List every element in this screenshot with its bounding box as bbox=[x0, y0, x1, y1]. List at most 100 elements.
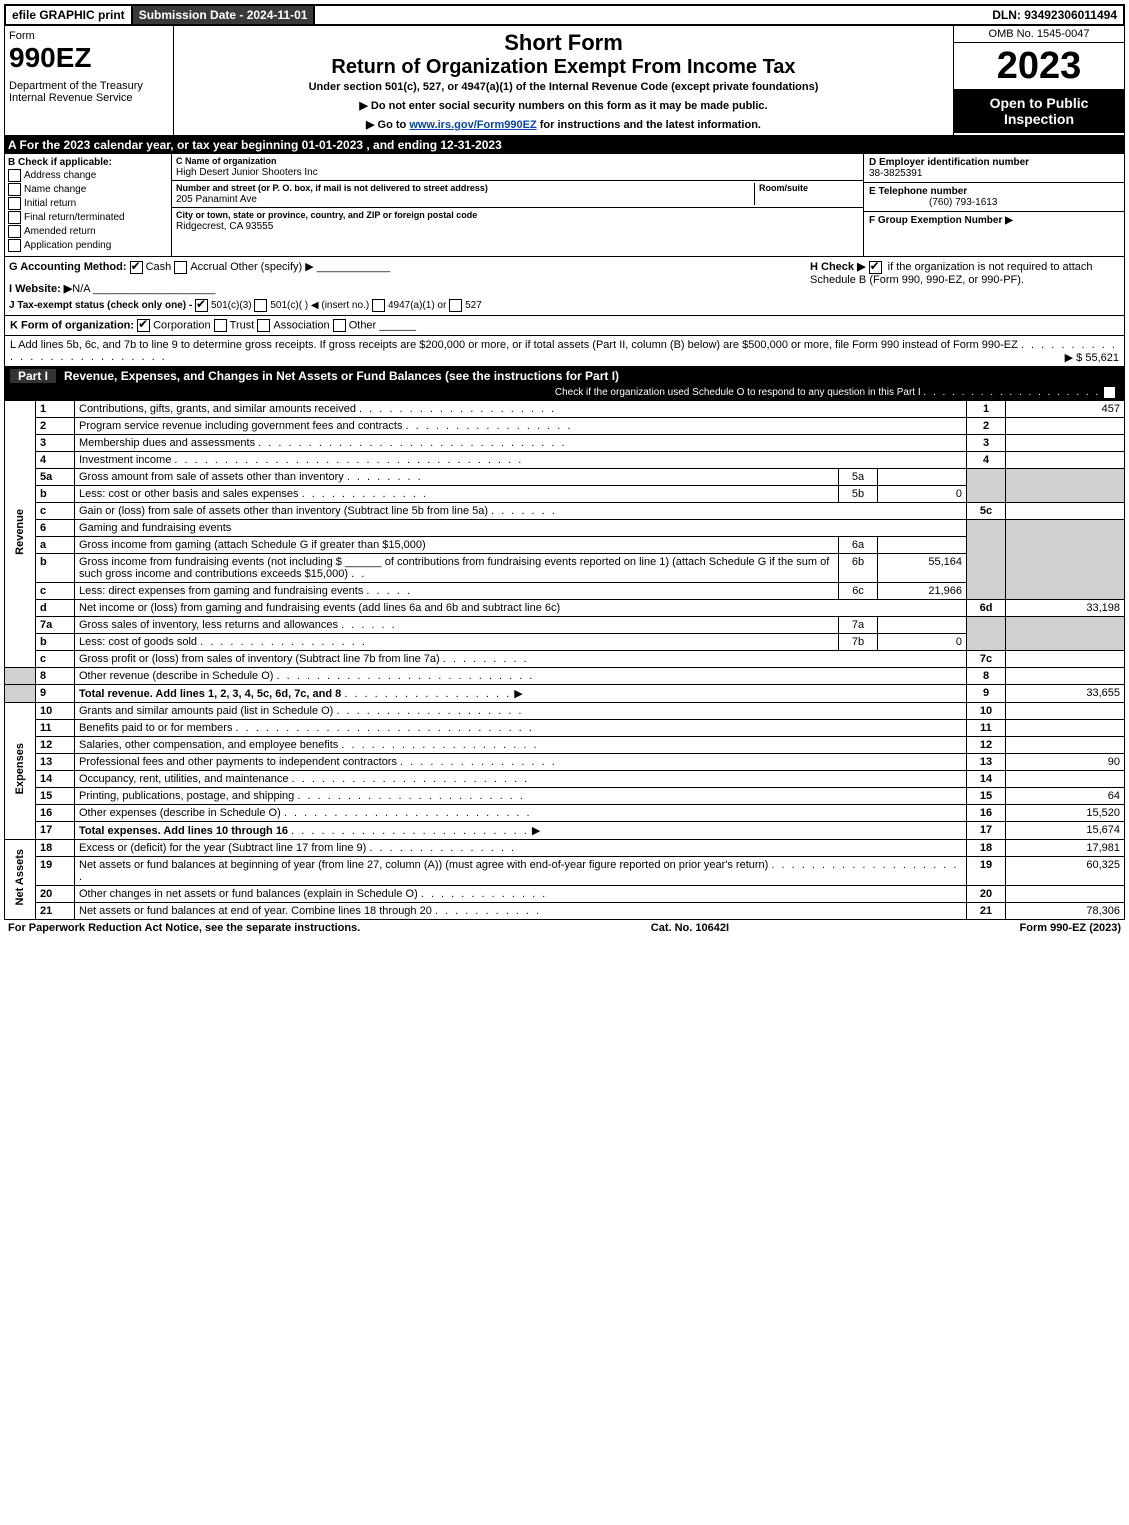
l7a-n: 7a bbox=[36, 616, 75, 633]
l7a-sv bbox=[878, 616, 967, 633]
l5c-bn: 5c bbox=[967, 502, 1006, 519]
l9-d: Total revenue. Add lines 1, 2, 3, 4, 5c,… bbox=[79, 688, 341, 700]
h-label: H Check ▶ bbox=[810, 261, 866, 273]
l18-d: Excess or (deficit) for the year (Subtra… bbox=[79, 842, 366, 854]
l7b-sn: 7b bbox=[839, 633, 878, 650]
chk-501c[interactable] bbox=[254, 299, 267, 312]
l10-v bbox=[1006, 702, 1125, 719]
section-c: C Name of organization High Desert Junio… bbox=[172, 154, 863, 256]
l12-v bbox=[1006, 736, 1125, 753]
chk-initial[interactable] bbox=[8, 197, 21, 210]
section-d: D Employer identification number38-38253… bbox=[863, 154, 1124, 256]
l6d-bn: 6d bbox=[967, 599, 1006, 616]
l4-n: 4 bbox=[36, 451, 75, 468]
chk-accrual[interactable] bbox=[174, 261, 187, 274]
b-header: B Check if applicable: bbox=[8, 157, 112, 168]
l18-bn: 18 bbox=[967, 839, 1006, 856]
l7c-n: c bbox=[36, 650, 75, 667]
l3-d: Membership dues and assessments bbox=[79, 437, 255, 449]
b2-post: for instructions and the latest informat… bbox=[537, 119, 761, 131]
l14-bn: 14 bbox=[967, 770, 1006, 787]
l1-bn: 1 bbox=[967, 400, 1006, 417]
header-left: Form 990EZ Department of the Treasury In… bbox=[5, 26, 174, 135]
l21-bn: 21 bbox=[967, 902, 1006, 919]
l6b-sv: 55,164 bbox=[878, 553, 967, 582]
l17-bn: 17 bbox=[967, 821, 1006, 839]
l5a-sv bbox=[878, 468, 967, 485]
foot-mid: Cat. No. 10642I bbox=[360, 922, 1019, 934]
chk-trust[interactable] bbox=[214, 319, 227, 332]
l4-v bbox=[1006, 451, 1125, 468]
c-name-lbl: C Name of organization bbox=[176, 156, 277, 166]
chk-other-org[interactable] bbox=[333, 319, 346, 332]
l6-d: Gaming and fundraising events bbox=[75, 519, 967, 536]
chk-name[interactable] bbox=[8, 183, 21, 196]
open-inspection-badge: Open to Public Inspection bbox=[954, 89, 1124, 133]
chk-address-lbl: Address change bbox=[24, 170, 96, 181]
chk-part1-scho[interactable] bbox=[1103, 386, 1116, 399]
g-cash: Cash bbox=[146, 261, 172, 273]
chk-cash[interactable] bbox=[130, 261, 143, 274]
l21-n: 21 bbox=[36, 902, 75, 919]
l12-d: Salaries, other compensation, and employ… bbox=[79, 739, 338, 751]
row-gh: G Accounting Method: Cash Accrual Other … bbox=[4, 257, 1125, 316]
l19-d: Net assets or fund balances at beginning… bbox=[79, 859, 768, 871]
info-grid: B Check if applicable: Address change Na… bbox=[4, 154, 1125, 257]
l9-v: 33,655 bbox=[1006, 684, 1125, 702]
d-tel-lbl: E Telephone number bbox=[869, 186, 967, 197]
g-other: Other (specify) ▶ bbox=[230, 261, 314, 273]
l6c-n: c bbox=[36, 582, 75, 599]
l6d-n: d bbox=[36, 599, 75, 616]
l16-bn: 16 bbox=[967, 804, 1006, 821]
submission-date-button[interactable]: Submission Date - 2024-11-01 bbox=[133, 6, 316, 24]
k-assoc: Association bbox=[273, 319, 329, 331]
efile-print-button[interactable]: efile GRAPHIC print bbox=[6, 6, 133, 24]
l3-v bbox=[1006, 434, 1125, 451]
website-value: N/A bbox=[72, 283, 90, 295]
l8-v bbox=[1006, 667, 1125, 684]
l10-bn: 10 bbox=[967, 702, 1006, 719]
expenses-label: Expenses bbox=[5, 702, 36, 839]
chk-final[interactable] bbox=[8, 211, 21, 224]
l6a-d: Gross income from gaming (attach Schedul… bbox=[75, 536, 839, 553]
chk-assoc[interactable] bbox=[257, 319, 270, 332]
l4-bn: 4 bbox=[967, 451, 1006, 468]
bullet-1: ▶ Do not enter social security numbers o… bbox=[178, 99, 949, 112]
chk-501c3[interactable] bbox=[195, 299, 208, 312]
l5b-sn: 5b bbox=[839, 485, 878, 502]
omb-number: OMB No. 1545-0047 bbox=[954, 26, 1124, 43]
l20-bn: 20 bbox=[967, 885, 1006, 902]
irs-link[interactable]: www.irs.gov/Form990EZ bbox=[409, 119, 536, 131]
l10-n: 10 bbox=[36, 702, 75, 719]
l5b-d: Less: cost or other basis and sales expe… bbox=[79, 488, 299, 500]
c-city-lbl: City or town, state or province, country… bbox=[176, 210, 477, 220]
chk-h[interactable] bbox=[869, 261, 882, 274]
l6a-sn: 6a bbox=[839, 536, 878, 553]
l14-d: Occupancy, rent, utilities, and maintena… bbox=[79, 773, 289, 785]
k-trust: Trust bbox=[230, 319, 255, 331]
l20-d: Other changes in net assets or fund bala… bbox=[79, 888, 418, 900]
l15-d: Printing, publications, postage, and shi… bbox=[79, 790, 294, 802]
form-label: Form bbox=[9, 30, 169, 42]
l9-bn: 9 bbox=[967, 684, 1006, 702]
chk-amended[interactable] bbox=[8, 225, 21, 238]
l4-d: Investment income bbox=[79, 454, 171, 466]
l16-d: Other expenses (describe in Schedule O) bbox=[79, 807, 281, 819]
chk-527[interactable] bbox=[449, 299, 462, 312]
l6a-sv bbox=[878, 536, 967, 553]
l7b-n: b bbox=[36, 633, 75, 650]
chk-4947[interactable] bbox=[372, 299, 385, 312]
l6-n: 6 bbox=[36, 519, 75, 536]
l13-v: 90 bbox=[1006, 753, 1125, 770]
l9-n: 9 bbox=[36, 684, 75, 702]
chk-pending[interactable] bbox=[8, 239, 21, 252]
chk-address[interactable] bbox=[8, 169, 21, 182]
l5a-sn: 5a bbox=[839, 468, 878, 485]
j-o3: 4947(a)(1) or bbox=[388, 300, 446, 311]
l7c-v bbox=[1006, 650, 1125, 667]
g-accrual: Accrual bbox=[190, 261, 227, 273]
k-other: Other bbox=[349, 319, 377, 331]
top-bar: efile GRAPHIC print Submission Date - 20… bbox=[4, 4, 1125, 26]
chk-corp[interactable] bbox=[137, 319, 150, 332]
line-l: L Add lines 5b, 6c, and 7b to line 9 to … bbox=[4, 336, 1125, 367]
